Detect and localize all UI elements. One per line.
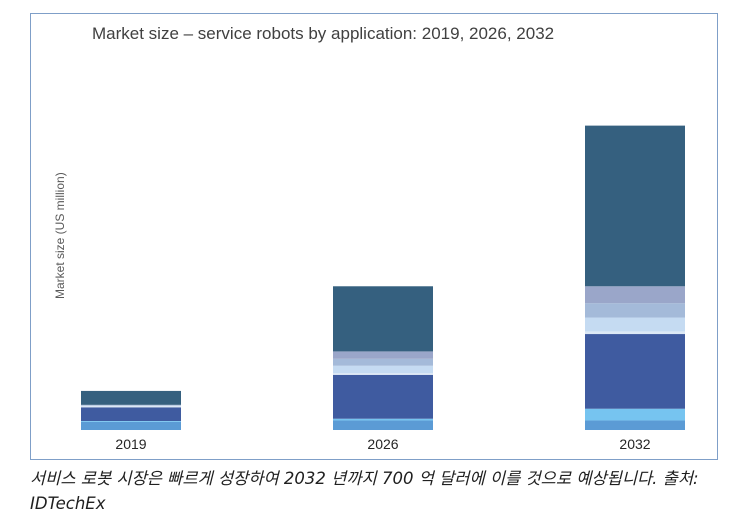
bar-chart-plot: 2019 2026 2032 bbox=[81, 125, 685, 452]
bar-segment-2032-5 bbox=[585, 303, 685, 318]
bar-segment-2026-0 bbox=[333, 420, 433, 430]
x-tick-labels: 2019 2026 2032 bbox=[115, 436, 650, 452]
chart-frame: Market size – service robots by applicat… bbox=[30, 13, 718, 460]
bar-segment-2019-0 bbox=[81, 421, 181, 430]
bar-segment-2032-2 bbox=[585, 334, 685, 409]
bar-segment-2032-4 bbox=[585, 317, 685, 332]
x-tick-label-2032: 2032 bbox=[619, 436, 650, 452]
bar-segment-2019-1 bbox=[81, 421, 181, 422]
figure-caption: 서비스 로봇 시장은 빠르게 성장하여 2032 년까지 700 억 달러에 이… bbox=[30, 469, 699, 513]
bar-segment-2026-7 bbox=[333, 286, 433, 352]
bar-segment-2026-3 bbox=[333, 373, 433, 375]
bar-segment-2026-6 bbox=[333, 351, 433, 359]
bar-segment-2019-2 bbox=[81, 407, 181, 422]
bar-segment-2032-7 bbox=[585, 125, 685, 287]
bar-segment-2032-1 bbox=[585, 408, 685, 421]
bar-segment-2032-0 bbox=[585, 420, 685, 430]
bars-layer bbox=[81, 125, 685, 430]
bar-segment-2026-2 bbox=[333, 374, 433, 419]
x-tick-label-2026: 2026 bbox=[367, 436, 398, 452]
bar-segment-2026-5 bbox=[333, 358, 433, 366]
x-tick-label-2019: 2019 bbox=[115, 436, 146, 452]
bar-segment-2019-3 bbox=[81, 406, 181, 408]
bar-segment-2032-3 bbox=[585, 331, 685, 335]
chart-title: Market size – service robots by applicat… bbox=[92, 24, 555, 43]
bar-segment-2032-6 bbox=[585, 286, 685, 304]
bar-segment-2019-7 bbox=[81, 390, 181, 405]
bar-segment-2026-1 bbox=[333, 418, 433, 421]
bar-segment-2026-4 bbox=[333, 365, 433, 374]
